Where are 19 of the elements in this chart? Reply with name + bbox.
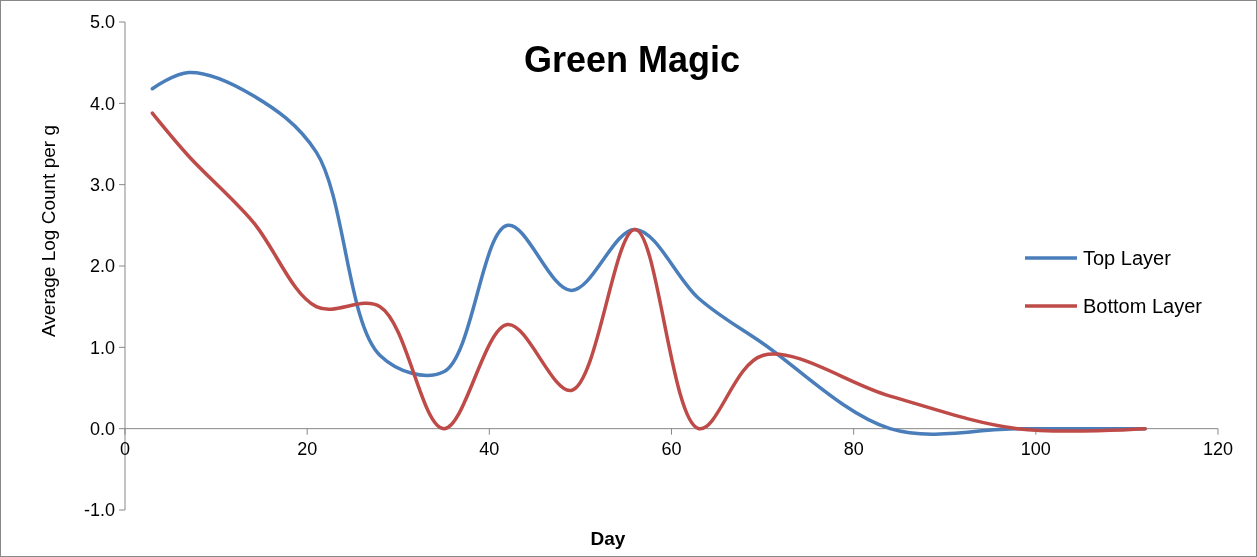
legend-label: Top Layer xyxy=(1083,247,1172,269)
x-axis-title: Day xyxy=(590,528,626,549)
legend-label: Bottom Layer xyxy=(1083,295,1203,317)
x-tick-label: 40 xyxy=(479,438,500,459)
y-tick-label: 0.0 xyxy=(89,418,115,439)
y-tick-label: 1.0 xyxy=(89,337,115,358)
x-tick-label: 120 xyxy=(1202,438,1234,459)
y-tick-label: 3.0 xyxy=(89,174,115,195)
y-tick-label: 4.0 xyxy=(89,93,115,114)
x-tick-label: 100 xyxy=(1020,438,1051,459)
text: Green Magic xyxy=(523,39,741,80)
y-tick-label: 2.0 xyxy=(89,256,115,277)
y-axis-title: Average Log Count per g xyxy=(38,125,59,337)
x-tick-label: 60 xyxy=(661,438,682,459)
x-tick-label: 80 xyxy=(843,438,864,459)
x-tick-label: 20 xyxy=(297,438,318,459)
y-tick-label: -1.0 xyxy=(83,500,115,521)
y-tick-label: 5.0 xyxy=(89,12,115,33)
x-tick-label: 0 xyxy=(119,438,131,459)
